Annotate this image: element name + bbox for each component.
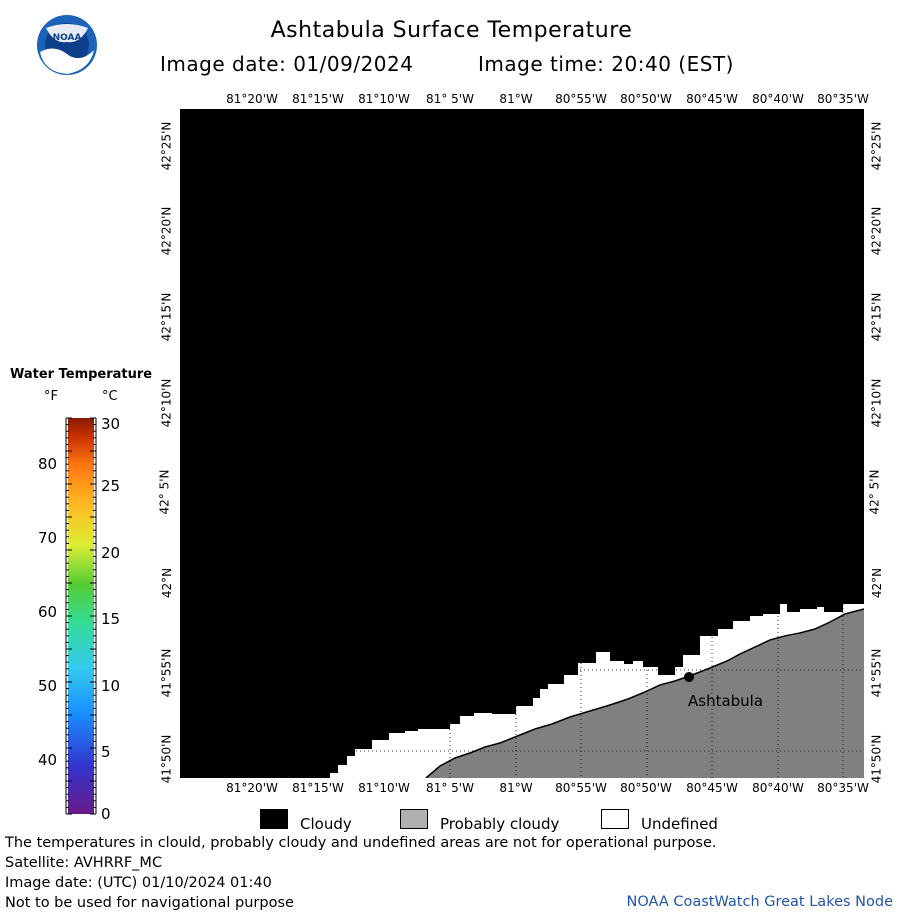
scale-ticks — [65, 417, 97, 815]
lat-label-left: 42°N — [160, 567, 175, 599]
city-label: Ashtabula — [688, 692, 763, 710]
lon-label-top: 81°20'W — [226, 92, 278, 106]
lat-label-left: 42°10'N — [159, 378, 174, 428]
f-tick: 70 — [38, 529, 58, 547]
lat-label-right: 42°20'N — [869, 206, 884, 256]
lon-label-bottom: 81°15'W — [292, 781, 344, 795]
lat-label-right: 42° 5'N — [867, 469, 882, 515]
ashtabula-marker — [684, 672, 694, 682]
key-undefined-swatch — [601, 809, 629, 829]
lon-label-bottom: 80°45'W — [686, 781, 738, 795]
utc-date-text: Image date: (UTC) 01/10/2024 01:40 — [5, 875, 272, 891]
f-tick: 80 — [38, 455, 58, 473]
lon-label-top: 81°15'W — [292, 92, 344, 106]
lon-label-top: 80°35'W — [817, 92, 869, 106]
lat-label-left: 41°55'N — [159, 648, 174, 698]
c-tick: 0 — [101, 805, 111, 823]
legend-unit-f: °F — [44, 389, 58, 404]
key-probably-cloudy-swatch — [400, 809, 428, 829]
map-area: Ashtabula — [180, 109, 865, 780]
f-tick: 40 — [38, 751, 58, 769]
noaa-logo-text: NOAA — [53, 33, 82, 43]
lon-label-bottom: 80°40'W — [752, 781, 804, 795]
lon-label-top: 81°W — [499, 92, 533, 106]
image-date: Image date: 01/09/2024 — [160, 52, 414, 76]
lon-label-bottom: 80°35'W — [817, 781, 869, 795]
legend-unit-c: °C — [102, 389, 118, 404]
key-cloudy-label: Cloudy — [300, 815, 352, 833]
c-tick: 5 — [101, 743, 111, 761]
c-tick: 30 — [101, 415, 121, 433]
lon-label-bottom: 81°10'W — [358, 781, 410, 795]
lat-label-right: 41°50'N — [869, 734, 884, 784]
lon-label-bottom: 81°20'W — [226, 781, 278, 795]
key-undefined-label: Undefined — [641, 815, 718, 833]
nav-warning-text: Not to be used for navigational purpose — [5, 895, 294, 911]
lon-label-top: 80°55'W — [555, 92, 607, 106]
lat-label-left: 42° 5'N — [157, 469, 172, 515]
lon-label-top: 81°10'W — [358, 92, 410, 106]
c-tick: 20 — [101, 544, 121, 562]
lon-label-top: 80°40'W — [752, 92, 804, 106]
land-area — [426, 609, 864, 778]
c-tick: 15 — [101, 610, 121, 628]
lat-label-left: 42°25'N — [159, 121, 174, 171]
page-title: Ashtabula Surface Temperature — [270, 18, 633, 43]
color-scale-bar — [68, 418, 94, 814]
key-cloudy-swatch — [260, 809, 288, 829]
lon-label-top: 80°50'W — [620, 92, 672, 106]
lat-label-right: 42°N — [870, 567, 885, 599]
key-probably-cloudy-label: Probably cloudy — [440, 815, 560, 833]
image-time: Image time: 20:40 (EST) — [478, 52, 734, 76]
disclaimer-text: The temperatures in clould, probably clo… — [5, 835, 717, 851]
lat-label-left: 42°15'N — [159, 292, 174, 342]
satellite-text: Satellite: AVHRRF_MC — [5, 855, 163, 871]
f-tick: 60 — [38, 603, 58, 621]
lat-label-left: 41°50'N — [159, 734, 174, 784]
lon-label-top: 81° 5'W — [426, 92, 474, 106]
lon-label-bottom: 81°W — [499, 781, 533, 795]
c-tick: 25 — [101, 477, 121, 495]
credit-link[interactable]: NOAA CoastWatch Great Lakes Node — [626, 894, 893, 910]
lat-label-right: 42°25'N — [869, 121, 884, 171]
lat-label-right: 42°15'N — [869, 292, 884, 342]
noaa-logo: NOAA — [36, 14, 98, 76]
legend-title: Water Temperature — [10, 367, 153, 382]
lat-label-right: 41°55'N — [869, 648, 884, 698]
lat-label-right: 42°10'N — [869, 378, 884, 428]
lon-label-top: 80°45'W — [686, 92, 738, 106]
lat-label-left: 42°20'N — [159, 206, 174, 256]
lon-label-bottom: 81° 5'W — [426, 781, 474, 795]
lon-label-bottom: 80°55'W — [555, 781, 607, 795]
c-tick: 10 — [101, 677, 121, 695]
f-tick: 50 — [38, 677, 58, 695]
lon-label-bottom: 80°50'W — [620, 781, 672, 795]
